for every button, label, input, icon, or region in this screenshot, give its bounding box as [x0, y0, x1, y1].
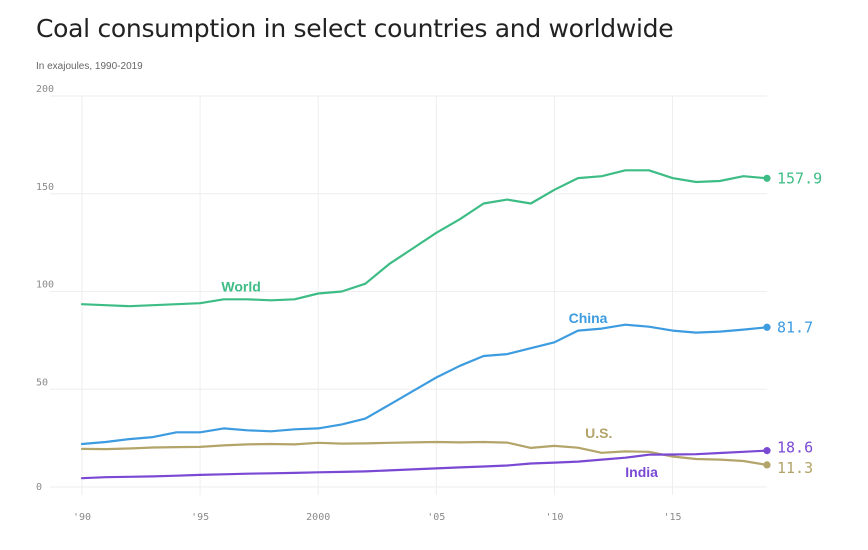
- series-name-label-india: India: [625, 464, 658, 480]
- end-value-label-us: 11.3: [777, 459, 813, 477]
- end-point-world: [763, 174, 771, 182]
- end-value-label-world: 157.9: [777, 169, 822, 187]
- end-point-us: [763, 461, 771, 469]
- series-labels: 157.9 World 11.3 U.S. 81.7 China 18.6 India: [221, 169, 822, 480]
- end-point-china: [763, 323, 771, 331]
- series-lines: [80, 169, 771, 480]
- x-tick-label: '95: [191, 512, 209, 523]
- x-tick-label: '05: [427, 512, 445, 523]
- series-name-label-world: World: [221, 279, 260, 295]
- y-tick-label: 0: [36, 482, 42, 493]
- end-value-label-china: 81.7: [777, 318, 813, 336]
- end-point-india: [763, 447, 771, 455]
- series-line-india: [80, 449, 769, 480]
- y-tick-label: 200: [36, 84, 54, 95]
- end-value-label-india: 18.6: [777, 439, 813, 457]
- chart-subtitle: In exajoules, 1990-2019: [36, 61, 143, 72]
- series-line-us: [80, 440, 769, 466]
- series-line-world: [80, 169, 769, 308]
- series-line-china: [80, 323, 769, 446]
- y-tick-label: 100: [36, 280, 54, 291]
- x-tick-label: '10: [545, 512, 563, 523]
- x-tick-label: 2000: [306, 512, 330, 523]
- series-name-label-us: U.S.: [585, 425, 612, 441]
- series-name-label-china: China: [569, 310, 608, 326]
- x-tick-label: '15: [663, 512, 681, 523]
- y-tick-label: 150: [36, 182, 54, 193]
- y-tick-label: 50: [36, 377, 48, 388]
- axis-ticks: 0 50 100 150 200 '90 '95 2000 '05 '10 '15: [36, 84, 682, 523]
- x-tick-label: '90: [73, 512, 91, 523]
- chart-title: Coal consumption in select countries and…: [36, 14, 674, 43]
